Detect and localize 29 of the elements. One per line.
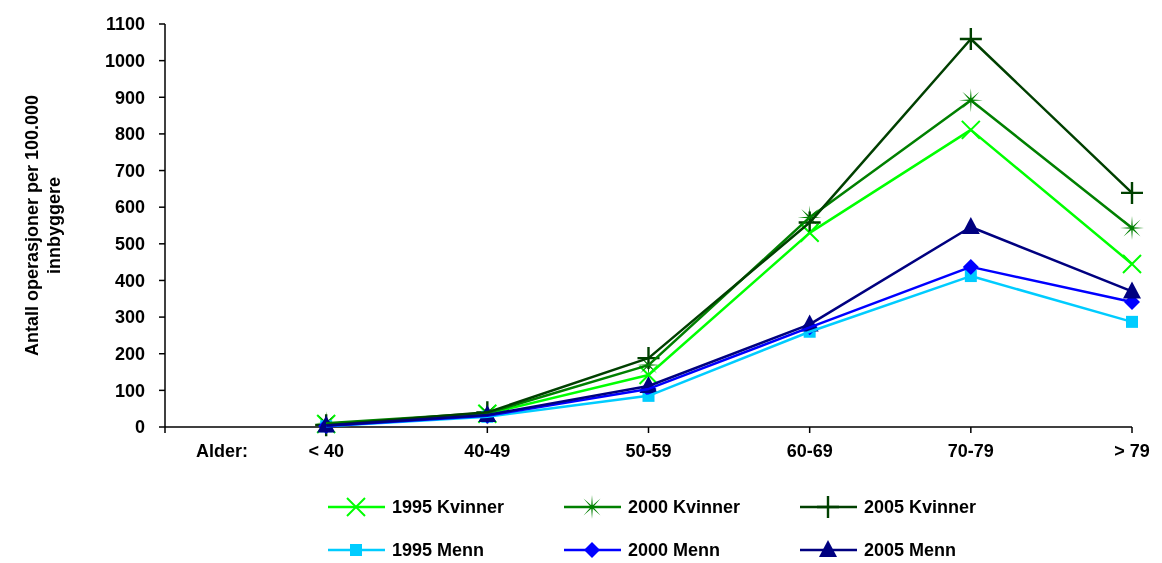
x-tick-label: 40-49	[464, 441, 511, 461]
y-tick-label: 1000	[104, 50, 145, 71]
x-tick-label: > 79	[1114, 441, 1150, 461]
y-axis-title: Antall operasjoner per 100.000 innbyggere	[22, 94, 64, 357]
y-tick-label: 100	[114, 380, 145, 401]
legend-label: 2005 Kvinner	[864, 497, 977, 518]
y-tick-label: 200	[114, 344, 145, 365]
y-tick-label: 700	[114, 160, 145, 181]
point	[1122, 253, 1142, 274]
y-tick-label: 900	[114, 87, 145, 108]
y-tick-label: 500	[114, 234, 145, 255]
y-tick-label: 400	[114, 270, 145, 291]
x-axis-title: Alder:	[195, 441, 249, 461]
point	[960, 119, 981, 140]
legend-label: 2000 Kvinner	[628, 497, 741, 518]
y-tick-label: 0	[134, 417, 145, 438]
y-tick-label: 300	[114, 307, 145, 328]
legend-label: 1995 Menn	[392, 540, 485, 561]
x-tick-label: < 40	[308, 441, 344, 461]
legend-label: 2000 Menn	[628, 540, 721, 561]
y-tick-label: 600	[114, 197, 145, 218]
point	[799, 222, 820, 243]
y-tick-label: 1100	[105, 14, 145, 35]
y-tick-label: 800	[114, 124, 145, 145]
legend-label: 2005 Menn	[864, 540, 957, 561]
x-tick-label: 50-59	[625, 441, 672, 461]
legend-label: 1995 Kvinner	[392, 497, 505, 518]
x-tick-label: 70-79	[947, 441, 994, 461]
x-tick-label: 60-69	[786, 441, 833, 461]
